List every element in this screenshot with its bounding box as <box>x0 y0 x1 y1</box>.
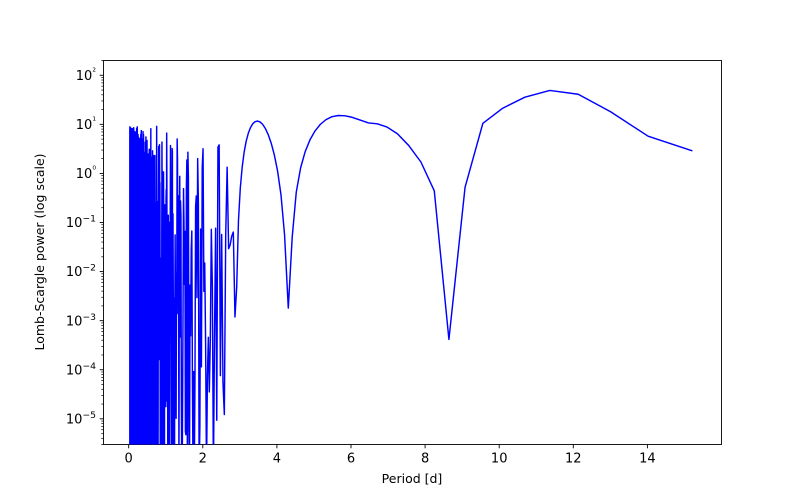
y-tick-label: 10−1 <box>66 214 96 232</box>
x-tick-label: 4 <box>273 452 281 467</box>
x-tick-label: 10 <box>491 452 508 467</box>
x-axis-label: Period [d] <box>382 471 443 486</box>
y-tick-label: 10² <box>76 66 97 84</box>
y-tick-label: 10−5 <box>66 410 96 428</box>
x-tick-label: 2 <box>199 452 207 467</box>
x-tick-label: 14 <box>639 452 656 467</box>
y-axis-label: Lomb-Scargle power (log scale) <box>32 153 47 350</box>
axes-frame <box>103 60 722 445</box>
y-tick-label: 10⁰ <box>76 165 97 183</box>
y-axis-ticks: 10−5 10−4 10−3 10−2 10−1 10⁰ 10¹ 10² <box>66 60 104 445</box>
x-tick-label: 8 <box>421 452 429 467</box>
y-tick-label: 10−4 <box>66 361 96 379</box>
x-tick-label: 12 <box>565 452 582 467</box>
y-tick-label: 10−3 <box>66 312 96 330</box>
x-tick-label: 0 <box>125 452 133 467</box>
x-axis-ticks: 0 2 4 6 8 10 12 14 <box>125 444 656 467</box>
y-tick-label: 10¹ <box>76 115 97 133</box>
lomb-scargle-power-line <box>129 89 693 445</box>
x-tick-label: 6 <box>347 452 355 467</box>
y-tick-label: 10−2 <box>66 263 96 281</box>
